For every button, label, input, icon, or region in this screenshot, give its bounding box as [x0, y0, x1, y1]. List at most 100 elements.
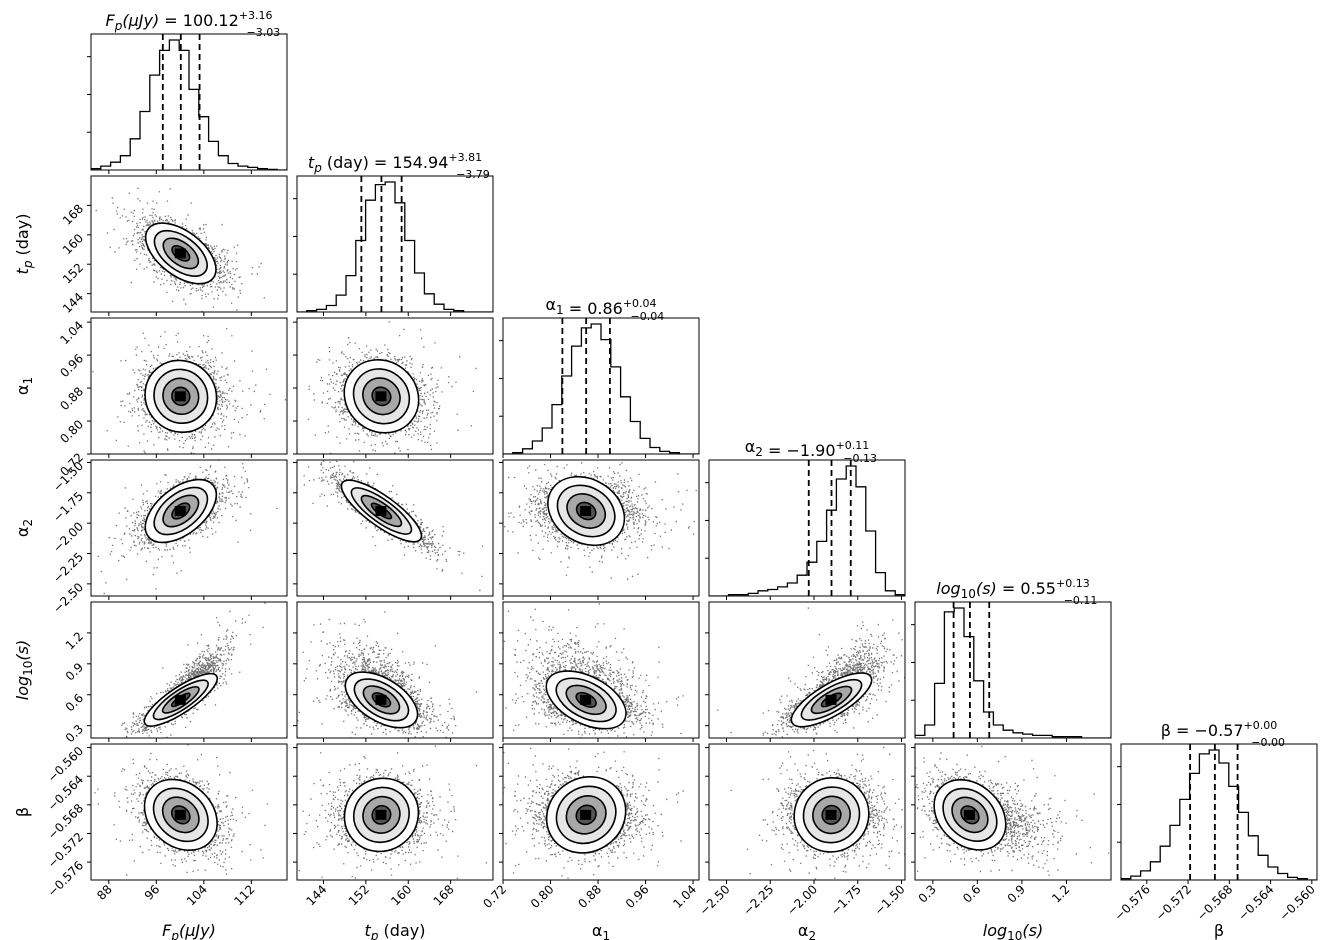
- hist-panel-tp: tp (day) = 154.94+3.81−3.79: [293, 151, 494, 316]
- density-peak: [174, 248, 186, 259]
- x-axis-label-logs: log10(s): [983, 921, 1044, 940]
- hist-panel-Fp: Fp(μJy) = 100.12+3.16−3.03: [87, 9, 288, 174]
- y-tick-label: 0.80: [57, 417, 86, 446]
- y-tick-label: −2.25: [50, 550, 86, 586]
- scatter-points: [717, 607, 905, 738]
- panel-frame: [90, 317, 288, 455]
- y-tick-label: 0.6: [63, 691, 86, 714]
- x-tick-label: 96: [142, 882, 163, 903]
- panel-frame: [296, 601, 494, 739]
- x-tick-label: −2.00: [784, 882, 820, 918]
- scatter-points: [297, 611, 478, 738]
- scatter-panel-a1-logs: [499, 601, 700, 742]
- x-tick-label: −0.572: [1153, 882, 1194, 923]
- scatter-panel-Fp-a1: 0.720.800.880.961.04: [57, 317, 288, 479]
- panel-frame: [502, 459, 700, 597]
- scatter-panel-Fp-tp: 144 152 160 168: [60, 175, 288, 316]
- density-peak: [580, 506, 592, 516]
- density-peak: [174, 506, 186, 516]
- scatter-panel-Fp-logs: 0.3 0.6 0.9 1.2: [63, 601, 288, 745]
- scatter-panel-tp-beta: 144 152 160 168: [293, 743, 494, 908]
- y-tick-label: 1.2: [63, 629, 86, 652]
- hist-panel-a2: α2 = −1.90+0.11−0.13: [705, 437, 906, 600]
- y-axis-label-logs: log10(s): [13, 640, 35, 701]
- histogram-step-line: [915, 607, 1111, 738]
- density-peak: [174, 809, 186, 820]
- histogram-step-line: [297, 181, 493, 312]
- title-name: tp (day) = 154.94+3.81: [308, 151, 482, 175]
- x-tick-label: 0.6: [960, 882, 983, 905]
- density-peak: [174, 391, 186, 402]
- scatter-panel-tp-a2: [293, 459, 494, 600]
- title-name: β = −0.57+0.00: [1161, 719, 1278, 740]
- panel-title-Fp: Fp(μJy) = 100.12+3.16−3.03: [106, 9, 281, 39]
- scatter-panel-a1-beta: 0.72 0.80 0.88 0.96 1.04: [480, 743, 700, 911]
- hist-panel-beta: β = −0.57+0.00−0.00−0.576 −0.572 −0.568 −0.…: [1112, 719, 1318, 924]
- x-tick-label: −0.564: [1235, 882, 1276, 923]
- y-tick-label: 144: [60, 290, 86, 316]
- x-tick-label: 1.2: [1049, 882, 1072, 905]
- panel-frame: [708, 459, 906, 597]
- x-tick-label: −2.25: [740, 882, 776, 918]
- x-tick-label: 168: [431, 882, 457, 908]
- scatter-panel-tp-logs: [293, 601, 494, 742]
- scatter-panel-a2-beta: −2.50 −2.25 −2.00 −1.75 −1.50: [697, 743, 908, 918]
- panel-title-logs: log10(s) = 0.55+0.13−0.11: [936, 577, 1097, 607]
- x-tick-label: 152: [346, 882, 372, 908]
- x-tick-label: −2.50: [697, 882, 733, 918]
- density-peak: [375, 694, 387, 705]
- panel-title-tp: tp (day) = 154.94+3.81−3.79: [308, 151, 490, 181]
- y-tick-label: 168: [60, 202, 86, 228]
- y-axis-label-a1: α1: [13, 377, 35, 395]
- y-tick-label: 0.96: [57, 351, 86, 380]
- panel-title-beta: β = −0.57+0.00−0.00: [1161, 719, 1285, 749]
- x-tick-label: 88: [94, 882, 115, 903]
- panel-frame: [296, 459, 494, 597]
- x-tick-label: −0.568: [1194, 882, 1235, 923]
- x-axis-label-a1: α1: [592, 921, 610, 940]
- panel-frame: [502, 317, 700, 455]
- panel-frame: [90, 743, 288, 881]
- y-tick-label: −2.00: [50, 519, 86, 555]
- x-tick-label: 0.88: [575, 882, 604, 911]
- density-peak: [375, 391, 387, 402]
- title-minus: −3.79: [456, 168, 490, 181]
- density-peak: [375, 809, 387, 820]
- x-tick-label: 1.04: [670, 882, 699, 911]
- x-axis-label-a2: α2: [798, 921, 816, 940]
- panel-frame: [708, 601, 906, 739]
- panel-frame: [296, 317, 494, 455]
- panel-frame: [914, 601, 1112, 739]
- x-tick-label: 104: [184, 882, 210, 908]
- y-tick-label: 152: [60, 260, 86, 286]
- panel-frame: [90, 601, 288, 739]
- panel-frame: [296, 743, 494, 881]
- scatter-points: [114, 602, 266, 738]
- y-tick-label: −2.50: [50, 580, 86, 616]
- x-tick-label: 112: [231, 882, 257, 908]
- y-axis-label-tp: tp (day): [13, 214, 35, 275]
- x-tick-label: 144: [304, 882, 330, 908]
- y-axis-label-a2: α2: [13, 519, 35, 537]
- x-tick-label: 160: [388, 882, 414, 908]
- panel-frame: [708, 743, 906, 881]
- title-minus: −0.11: [1064, 594, 1098, 607]
- scatter-panel-logs-beta: 0.3 0.6 0.9 1.2: [911, 743, 1112, 906]
- scatter-panel-tp-a1: [293, 317, 494, 458]
- density-peak: [963, 809, 975, 820]
- x-tick-label: 0.9: [1005, 882, 1028, 905]
- density-peak: [580, 694, 592, 705]
- x-tick-label: −0.560: [1277, 882, 1318, 923]
- y-tick-label: 0.88: [57, 384, 86, 413]
- density-peak: [375, 506, 387, 516]
- panel-title-a2: α2 = −1.90+0.11−0.13: [745, 437, 877, 465]
- density-peak: [580, 809, 592, 820]
- density-peak: [174, 694, 186, 705]
- title-name: α2 = −1.90+0.11: [745, 437, 870, 460]
- title-minus: −0.00: [1251, 736, 1285, 749]
- title-name: Fp(μJy) = 100.12+3.16: [106, 9, 273, 33]
- panel-frame: [90, 175, 288, 313]
- y-axis-label-beta: β: [13, 807, 32, 817]
- scatter-panel-Fp-beta: 88 96 104 112−0.576−0.572−0.568−0.564−0.560: [45, 743, 288, 908]
